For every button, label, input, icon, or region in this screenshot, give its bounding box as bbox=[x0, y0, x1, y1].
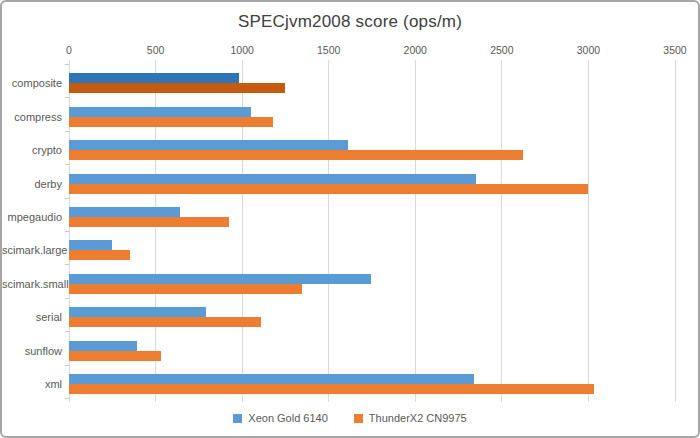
y-axis-tick bbox=[65, 398, 69, 399]
legend-label: Xeon Gold 6140 bbox=[248, 412, 328, 424]
y-axis-tick bbox=[65, 231, 69, 232]
category-label: composite bbox=[2, 77, 62, 89]
bar-compress-thunderx2-cn9975 bbox=[69, 117, 273, 127]
legend-swatch-icon bbox=[233, 414, 242, 423]
bar-crypto-thunderx2-cn9975 bbox=[69, 150, 523, 160]
y-axis-tick bbox=[65, 298, 69, 299]
y-axis-tick bbox=[65, 198, 69, 199]
category-label: crypto bbox=[2, 144, 62, 156]
chart-title: SPECjvm2008 score (ops/m) bbox=[2, 12, 698, 32]
bar-scimark.large-xeon-gold-6140 bbox=[69, 240, 112, 250]
bar-serial-xeon-gold-6140 bbox=[69, 307, 206, 317]
category-label: sunflow bbox=[2, 345, 62, 357]
gridline bbox=[415, 60, 416, 402]
x-tick-label: 3500 bbox=[663, 44, 686, 56]
gridline bbox=[328, 60, 329, 402]
gridline bbox=[501, 60, 502, 402]
y-axis-tick bbox=[65, 331, 69, 332]
bar-composite-xeon-gold-6140 bbox=[69, 73, 239, 83]
bar-compress-xeon-gold-6140 bbox=[69, 107, 251, 117]
bar-scimark.large-thunderx2-cn9975 bbox=[69, 250, 130, 260]
gridline bbox=[588, 60, 589, 402]
x-tick-label: 3000 bbox=[577, 44, 600, 56]
category-label: scimark.large bbox=[2, 244, 62, 256]
category-label: xml bbox=[2, 378, 62, 390]
bar-xml-xeon-gold-6140 bbox=[69, 374, 474, 384]
category-label: scimark.small bbox=[2, 278, 62, 290]
bar-mpegaudio-xeon-gold-6140 bbox=[69, 207, 180, 217]
legend-label: ThunderX2 CN9975 bbox=[369, 412, 467, 424]
legend-item: ThunderX2 CN9975 bbox=[354, 412, 467, 424]
bar-scimark.small-thunderx2-cn9975 bbox=[69, 284, 302, 294]
bar-scimark.small-xeon-gold-6140 bbox=[69, 274, 371, 284]
x-tick-label: 0 bbox=[66, 44, 72, 56]
x-tick-label: 2000 bbox=[404, 44, 427, 56]
bar-sunflow-xeon-gold-6140 bbox=[69, 341, 137, 351]
x-tick-label: 2500 bbox=[490, 44, 513, 56]
legend-item: Xeon Gold 6140 bbox=[233, 412, 328, 424]
bar-composite-thunderx2-cn9975 bbox=[69, 83, 285, 93]
chart-window: SPECjvm2008 score (ops/m) 0 500 1000 1500 20… bbox=[0, 0, 700, 438]
gridline bbox=[675, 60, 676, 402]
bar-xml-thunderx2-cn9975 bbox=[69, 384, 594, 394]
bar-mpegaudio-thunderx2-cn9975 bbox=[69, 217, 229, 227]
y-axis-tick bbox=[65, 164, 69, 165]
category-label: mpegaudio bbox=[2, 211, 62, 223]
bar-crypto-xeon-gold-6140 bbox=[69, 140, 348, 150]
x-tick-label: 1500 bbox=[317, 44, 340, 56]
legend-swatch-icon bbox=[354, 414, 363, 423]
y-axis-tick bbox=[65, 365, 69, 366]
y-axis-tick bbox=[65, 64, 69, 65]
bar-serial-thunderx2-cn9975 bbox=[69, 317, 261, 327]
category-label: compress bbox=[2, 111, 62, 123]
legend: Xeon Gold 6140 ThunderX2 CN9975 bbox=[2, 412, 698, 424]
bar-derby-thunderx2-cn9975 bbox=[69, 184, 588, 194]
plot-area bbox=[69, 64, 675, 398]
y-axis-tick bbox=[65, 264, 69, 265]
y-axis-tick bbox=[65, 131, 69, 132]
x-tick-label: 500 bbox=[147, 44, 165, 56]
category-label: derby bbox=[2, 178, 62, 190]
y-axis-tick bbox=[65, 97, 69, 98]
category-label: serial bbox=[2, 311, 62, 323]
x-tick-label: 1000 bbox=[230, 44, 253, 56]
bar-derby-xeon-gold-6140 bbox=[69, 174, 476, 184]
bar-sunflow-thunderx2-cn9975 bbox=[69, 351, 161, 361]
